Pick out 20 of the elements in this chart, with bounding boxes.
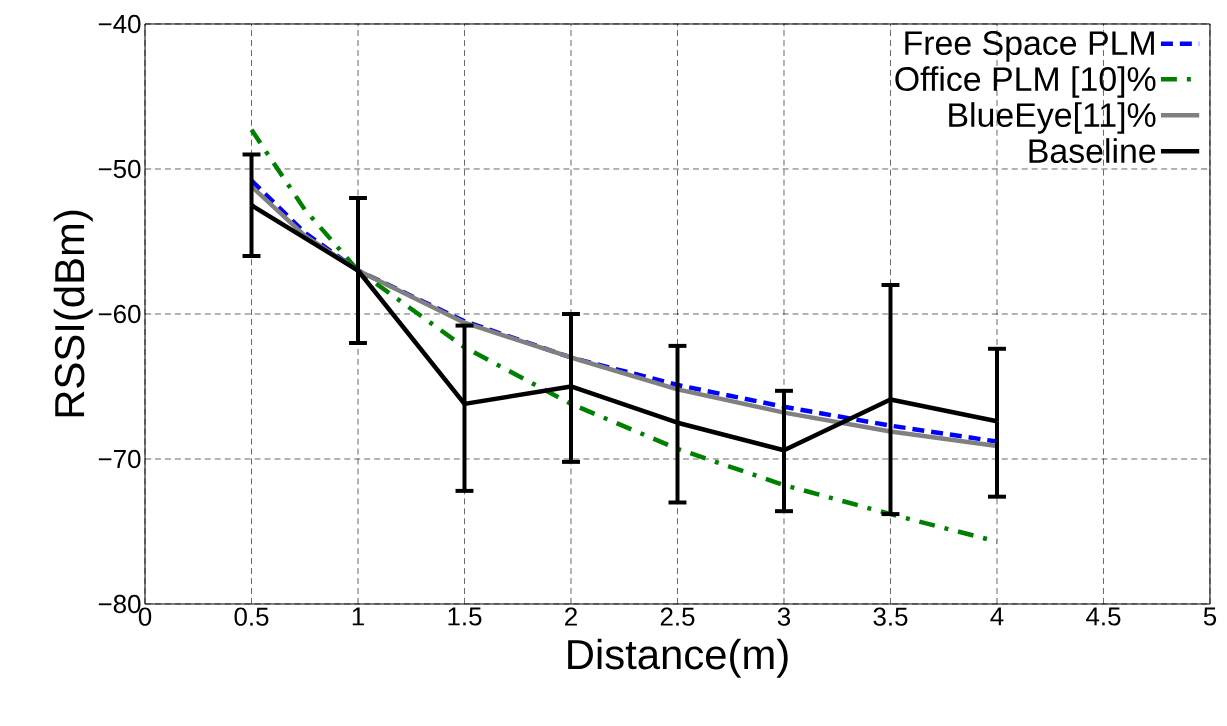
y-tick-label: −40 xyxy=(98,14,141,34)
x-tick-label: 2.5 xyxy=(660,607,695,626)
legend-label: Baseline xyxy=(1029,138,1156,164)
x-tick-label: 3 xyxy=(777,607,791,626)
x-tick-label: 1 xyxy=(352,607,364,626)
x-tick-label: 1.5 xyxy=(448,607,482,626)
x-tick-label: 4 xyxy=(990,607,1004,626)
x-tick-label: 0.5 xyxy=(234,607,269,626)
y-tick-label: −60 xyxy=(98,304,141,324)
x-tick-label: 5 xyxy=(1203,607,1217,626)
x-tick-label: 4.5 xyxy=(1086,607,1121,626)
y-tick-label: −70 xyxy=(98,449,141,469)
x-tick-label: 3.5 xyxy=(873,607,908,626)
legend-label: Office PLM [10]% xyxy=(895,66,1156,98)
legend-label: Free Space PLM xyxy=(905,31,1154,62)
x-axis-title: Distance(m) xyxy=(568,638,788,678)
y-tick-label: −50 xyxy=(98,159,141,179)
x-tick-label: 2 xyxy=(565,607,577,626)
legend-label: BlueEye[11]% xyxy=(949,102,1156,134)
y-axis-title: RSSI(dBm) xyxy=(53,210,93,417)
